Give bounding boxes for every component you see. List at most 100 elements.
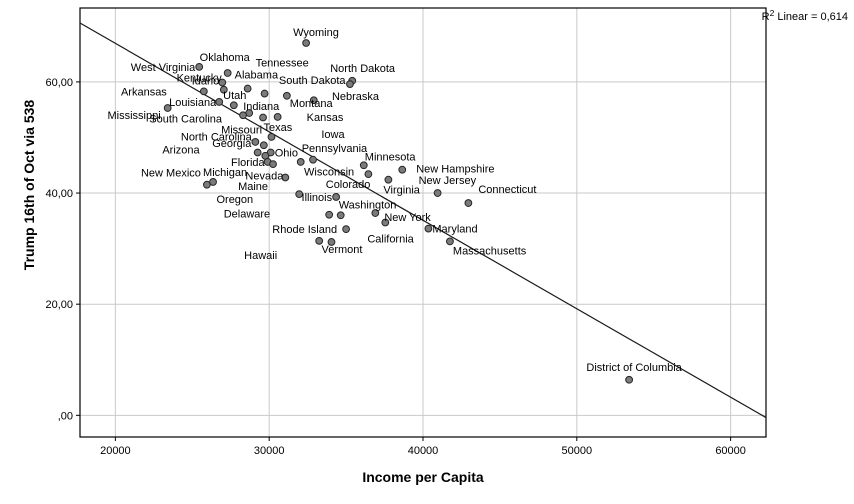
point-label: New Mexico <box>141 168 201 180</box>
point-label: West Virginia <box>131 62 196 74</box>
data-point <box>218 78 227 87</box>
point-label: Virginia <box>383 185 420 197</box>
data-point <box>195 63 204 71</box>
y-axis-title: Trump 16th of Oct via 538 <box>21 100 37 271</box>
data-point <box>239 111 247 120</box>
point-label: Texas <box>263 122 292 134</box>
data-point <box>259 113 267 122</box>
data-point <box>309 96 318 105</box>
data-point <box>199 87 208 96</box>
point-label: Arkansas <box>121 86 167 98</box>
point-label: Michigan <box>203 167 247 179</box>
point-label: Wisconsin <box>304 167 354 179</box>
data-point <box>267 133 276 141</box>
data-point <box>433 189 442 197</box>
data-point <box>219 85 228 94</box>
data-point <box>359 161 368 170</box>
data-point <box>209 178 217 186</box>
data-point <box>269 160 277 169</box>
point-label: Florida <box>231 157 266 169</box>
data-point <box>384 175 393 184</box>
data-point <box>346 80 354 89</box>
data-point <box>259 141 268 150</box>
point-label: Nevada <box>245 170 284 182</box>
data-point <box>202 180 211 189</box>
point-label: Massachusetts <box>453 245 527 257</box>
point-label: California <box>367 234 414 246</box>
point-label: Colorado <box>326 179 371 191</box>
point-label: New Hampshire <box>416 164 494 176</box>
point-label: Oregon <box>216 194 253 206</box>
point-label: Hawaii <box>244 250 277 262</box>
x-axis-title: Income per Capita <box>362 469 484 485</box>
point-label: Maryland <box>432 224 477 236</box>
regression-line <box>79 22 767 419</box>
plot-frame <box>79 7 767 438</box>
point-label: Vermont <box>321 244 362 256</box>
data-point <box>424 224 433 233</box>
data-point <box>223 69 232 77</box>
point-label: Minnesota <box>365 151 417 163</box>
data-point <box>253 148 262 157</box>
point-label: South Dakota <box>279 75 347 87</box>
x-tick-label: 50000 <box>562 445 593 457</box>
point-label: Iowa <box>321 129 345 141</box>
r2-prefix: R <box>762 11 770 23</box>
point-label: Pennsylvania <box>302 143 368 155</box>
data-points <box>163 39 634 384</box>
point-label: Idaho <box>192 75 220 87</box>
point-label: Georgia <box>212 138 252 150</box>
point-label: North Carolina <box>181 131 253 143</box>
data-point <box>282 91 291 100</box>
data-point <box>381 218 390 227</box>
data-point <box>296 158 305 166</box>
x-tick-label: 40000 <box>408 445 439 457</box>
data-point <box>273 113 282 121</box>
data-point <box>371 209 380 217</box>
data-point <box>251 138 260 146</box>
point-label: New York <box>384 212 431 224</box>
point-label: Mississippi <box>107 110 160 122</box>
data-point <box>625 375 634 384</box>
point-label: Montana <box>290 98 334 110</box>
y-tick-label: 60,00 <box>45 77 73 89</box>
point-label: Kentucky <box>177 73 223 85</box>
point-label: Utah <box>223 90 246 102</box>
data-point <box>398 165 407 174</box>
point-label: Rhode Island <box>272 224 337 236</box>
data-point <box>302 39 311 47</box>
point-label: Arizona <box>162 144 200 156</box>
y-tick-label: ,00 <box>58 410 73 422</box>
point-label: Connecticut <box>478 184 536 196</box>
data-point <box>336 211 345 220</box>
data-point <box>295 190 304 199</box>
data-point <box>332 193 340 201</box>
point-label: Washington <box>339 199 397 211</box>
point-label: Wyoming <box>293 27 339 39</box>
trendline <box>79 22 767 419</box>
data-point <box>309 155 317 164</box>
point-label: Nebraska <box>332 91 380 103</box>
data-point <box>446 237 454 246</box>
y-tick-label: 40,00 <box>45 188 73 200</box>
point-label: Louisiana <box>169 97 217 109</box>
point-label: Indiana <box>243 101 280 113</box>
point-label: South Carolina <box>149 113 223 125</box>
point-label: Maine <box>238 181 268 193</box>
point-label: New Jersey <box>419 175 477 187</box>
data-point <box>342 225 350 234</box>
data-point <box>364 170 373 179</box>
point-label: Oklahoma <box>200 52 251 64</box>
data-point <box>315 236 324 245</box>
data-point <box>327 238 336 246</box>
axis-ticks: 20000 30000 40000 50000 60000 ,00 20,00 40,00 60… <box>45 77 745 457</box>
data-point <box>229 101 238 110</box>
point-label: North Dakota <box>330 63 396 75</box>
gridlines <box>80 8 766 437</box>
data-point <box>325 210 334 219</box>
x-tick-label: 20000 <box>100 445 131 457</box>
data-point <box>163 104 172 112</box>
point-label: Kansas <box>307 112 344 124</box>
point-label: Tennessee <box>256 58 309 70</box>
